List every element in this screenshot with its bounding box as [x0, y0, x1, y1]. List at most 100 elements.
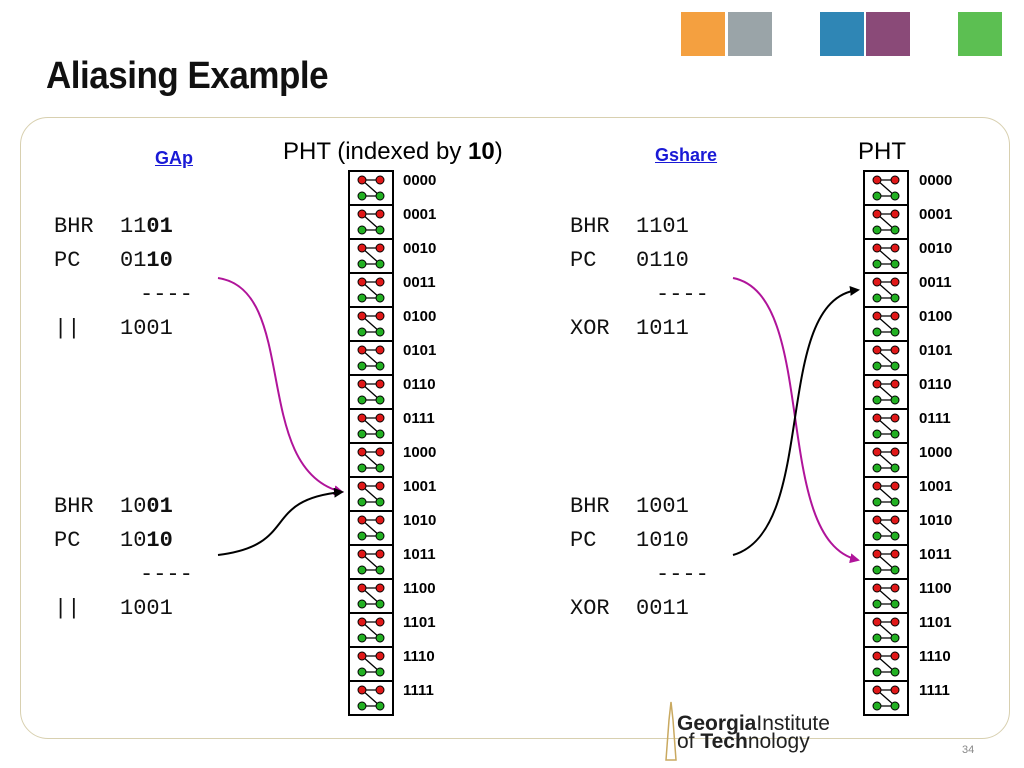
- left-arrow-example1: [217, 277, 344, 495]
- state-machine-icon: [872, 447, 900, 473]
- pht-entry: [350, 648, 392, 682]
- pht-index-label: 0000: [919, 172, 953, 189]
- pht-entry: [865, 240, 907, 274]
- pht-entry: [865, 376, 907, 410]
- state-machine-icon: [872, 583, 900, 609]
- right-example1-result: XOR 1011: [570, 316, 689, 341]
- left-example2-separator: ----: [140, 562, 193, 587]
- state-machine-icon: [357, 447, 385, 473]
- pht-index-label: 1110: [403, 648, 435, 665]
- state-machine-icon: [872, 617, 900, 643]
- right-pht-title: PHT: [858, 138, 906, 165]
- orange-square: [681, 12, 725, 56]
- pht-entry: [865, 410, 907, 444]
- pht-index-label: 1100: [919, 580, 952, 597]
- pht-index-label: 1000: [403, 444, 437, 461]
- state-machine-icon: [357, 311, 385, 337]
- pht-index-label: 0110: [919, 376, 952, 393]
- state-machine-icon: [872, 175, 900, 201]
- pht-entry: [865, 682, 907, 714]
- state-machine-icon: [357, 379, 385, 405]
- pht-index-label: 0100: [919, 308, 953, 325]
- right-example1-pc: PC 0110: [570, 248, 689, 273]
- pht-index-label: 1100: [403, 580, 436, 597]
- slide-title: Aliasing Example: [46, 55, 329, 97]
- state-machine-icon: [357, 345, 385, 371]
- pht-entry: [350, 478, 392, 512]
- pht-index-label: 0101: [919, 342, 953, 359]
- pht-entry: [350, 444, 392, 478]
- pht-entry: [350, 614, 392, 648]
- state-machine-icon: [872, 243, 900, 269]
- pht-index-label: 0001: [403, 206, 437, 223]
- left-pht-title: PHT (indexed by 10): [283, 138, 503, 165]
- state-machine-icon: [357, 549, 385, 575]
- state-machine-icon: [872, 515, 900, 541]
- state-machine-icon: [357, 413, 385, 439]
- pht-entry: [350, 512, 392, 546]
- left-example1-bhr: BHR 1101: [54, 214, 173, 239]
- pht-index-label: 0100: [403, 308, 437, 325]
- pht-index-label: 0011: [403, 274, 436, 291]
- state-machine-icon: [357, 685, 385, 711]
- state-machine-icon: [357, 515, 385, 541]
- state-machine-icon: [872, 345, 900, 371]
- state-machine-icon: [872, 651, 900, 677]
- green-square: [958, 12, 1002, 56]
- pht-entry: [865, 274, 907, 308]
- pht-index-label: 0110: [403, 376, 436, 393]
- georgia-tech-logo: GeorgiaInstitute of Technology: [677, 712, 830, 753]
- pht-entry: [350, 240, 392, 274]
- state-machine-icon: [357, 209, 385, 235]
- photo-square-chip: [866, 12, 910, 56]
- state-machine-icon: [357, 481, 385, 507]
- gap-label: GAp: [155, 148, 193, 168]
- right-arrow-example2: [732, 285, 860, 556]
- state-machine-icon: [872, 311, 900, 337]
- state-machine-icon: [357, 583, 385, 609]
- state-machine-icon: [872, 685, 900, 711]
- left-example1-pc: PC 0110: [54, 248, 173, 273]
- pht-entry: [865, 648, 907, 682]
- left-example2-bhr: BHR 1001: [54, 494, 173, 519]
- pht-entry: [865, 546, 907, 580]
- photo-square-campus: [728, 12, 772, 56]
- pht-index-label: 0001: [919, 206, 953, 223]
- pht-entry: [865, 512, 907, 546]
- state-machine-icon: [872, 209, 900, 235]
- pht-entry: [865, 342, 907, 376]
- pht-entry: [865, 206, 907, 240]
- pht-entry: [350, 410, 392, 444]
- pht-index-label: 1010: [403, 512, 437, 529]
- pht-index-label: 1101: [403, 614, 436, 631]
- pht-entry: [350, 546, 392, 580]
- state-machine-icon: [357, 651, 385, 677]
- pht-entry: [350, 172, 392, 206]
- state-machine-icon: [872, 481, 900, 507]
- left-pht-table: [348, 170, 394, 716]
- pht-entry: [350, 342, 392, 376]
- right-example2-separator: ----: [656, 562, 709, 587]
- right-example2-bhr: BHR 1001: [570, 494, 689, 519]
- state-machine-icon: [872, 379, 900, 405]
- right-example2-pc: PC 1010: [570, 528, 689, 553]
- pht-entry: [865, 172, 907, 206]
- pht-index-label: 1011: [403, 546, 436, 563]
- pht-index-label: 0101: [403, 342, 437, 359]
- pht-index-label: 1101: [919, 614, 952, 631]
- left-arrow-example2: [217, 487, 344, 556]
- pht-entry: [350, 682, 392, 714]
- state-machine-icon: [357, 243, 385, 269]
- state-machine-icon: [357, 277, 385, 303]
- pht-index-label: 1011: [919, 546, 952, 563]
- pht-index-label: 1000: [919, 444, 953, 461]
- left-example2-result: || 1001: [54, 596, 173, 621]
- content-frame: [20, 117, 1010, 739]
- pht-entry: [865, 580, 907, 614]
- left-example2-pc: PC 1010: [54, 528, 173, 553]
- pht-entry: [350, 274, 392, 308]
- pht-entry: [865, 308, 907, 342]
- state-machine-icon: [357, 175, 385, 201]
- pht-entry: [350, 580, 392, 614]
- pht-index-label: 0111: [919, 410, 951, 427]
